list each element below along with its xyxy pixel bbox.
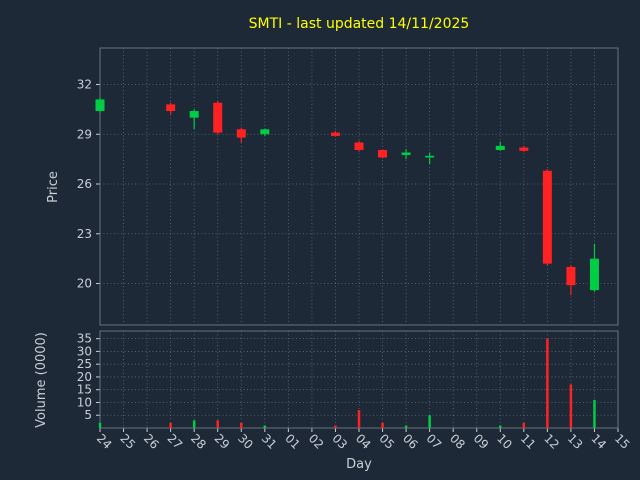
- candle-body: [589, 258, 599, 291]
- candle-body: [330, 132, 340, 136]
- candle-body: [425, 155, 435, 158]
- x-tick-label: 11: [518, 431, 539, 452]
- candle-body: [378, 150, 388, 158]
- x-tick-label: 31: [259, 431, 280, 452]
- volume-bar: [216, 420, 219, 428]
- x-tick-label: 30: [235, 431, 256, 452]
- volume-tick-label: 5: [84, 408, 92, 422]
- chart-title: SMTI - last updated 14/11/2025: [249, 16, 470, 32]
- volume-tick-label: 10: [77, 395, 92, 409]
- x-tick-label: 26: [141, 431, 162, 452]
- x-tick-label: 07: [424, 431, 445, 452]
- volume-bar: [522, 422, 526, 428]
- candle-body: [519, 147, 529, 151]
- x-tick-label: 27: [165, 431, 186, 452]
- x-tick-label: 08: [447, 431, 468, 452]
- volume-tick-label: 25: [77, 357, 92, 371]
- x-tick-label: 25: [117, 431, 138, 452]
- volume-bar: [593, 399, 596, 428]
- volume-tick-label: 20: [77, 370, 92, 384]
- candle-body: [260, 129, 270, 135]
- volume-bar: [569, 384, 573, 428]
- candle-body: [354, 142, 364, 151]
- price-tick-label: 23: [77, 227, 92, 241]
- volume-bar: [357, 410, 361, 428]
- price-tick-label: 20: [77, 277, 92, 291]
- x-tick-label: 03: [329, 431, 350, 452]
- price-tick-label: 29: [77, 127, 92, 141]
- price-axis-label: Price: [46, 171, 61, 203]
- x-tick-label: 13: [565, 431, 586, 452]
- candle-body: [95, 99, 105, 112]
- x-tick-label: 24: [94, 431, 115, 452]
- candle-body: [566, 266, 576, 286]
- x-axis-label: Day: [346, 457, 372, 472]
- candle-body: [213, 102, 223, 133]
- x-tick-label: 29: [212, 431, 233, 452]
- volume-bar: [263, 425, 267, 428]
- x-tick-label: 06: [400, 431, 421, 452]
- candle-body: [189, 111, 199, 118]
- volume-tick-label: 30: [77, 344, 92, 358]
- volume-bar: [192, 420, 196, 428]
- x-tick-label: 05: [376, 431, 397, 452]
- volume-bar: [428, 415, 431, 428]
- volume-axis-label: Volume (0000): [34, 332, 49, 428]
- candle-body: [166, 104, 176, 112]
- x-tick-label: 04: [353, 431, 374, 452]
- volume-bar: [98, 422, 102, 428]
- volume-bar: [240, 422, 243, 428]
- price-panel-frame: [99, 47, 619, 326]
- price-tick-label: 26: [77, 177, 92, 191]
- x-tick-label: 14: [588, 431, 609, 452]
- plot-layer: 24 25 26 27 28 29 30 31 01 02 03 04 05 06 07 08 09 10 11 12…: [77, 47, 633, 452]
- volume-bar: [169, 422, 172, 428]
- volume-tick-label: 15: [77, 383, 92, 397]
- volume-bar: [381, 422, 384, 428]
- x-tick-label: 28: [188, 431, 209, 452]
- x-tick-label: 09: [471, 431, 492, 452]
- x-tick-label: 12: [541, 431, 562, 452]
- x-tick-label: 02: [306, 431, 327, 452]
- candle-body: [495, 145, 505, 151]
- volume-bar: [404, 425, 408, 428]
- candle-body: [236, 129, 246, 138]
- x-tick-label: 10: [494, 431, 515, 452]
- x-tick-label: 15: [612, 431, 633, 452]
- price-tick-label: 32: [77, 77, 92, 91]
- volume-bar: [499, 425, 502, 428]
- candle-body: [542, 170, 552, 264]
- volume-tick-label: 35: [77, 332, 92, 346]
- volume-bar: [334, 425, 337, 428]
- volume-bar: [546, 338, 549, 428]
- candle-body: [401, 152, 411, 155]
- x-tick-label: 01: [282, 431, 303, 452]
